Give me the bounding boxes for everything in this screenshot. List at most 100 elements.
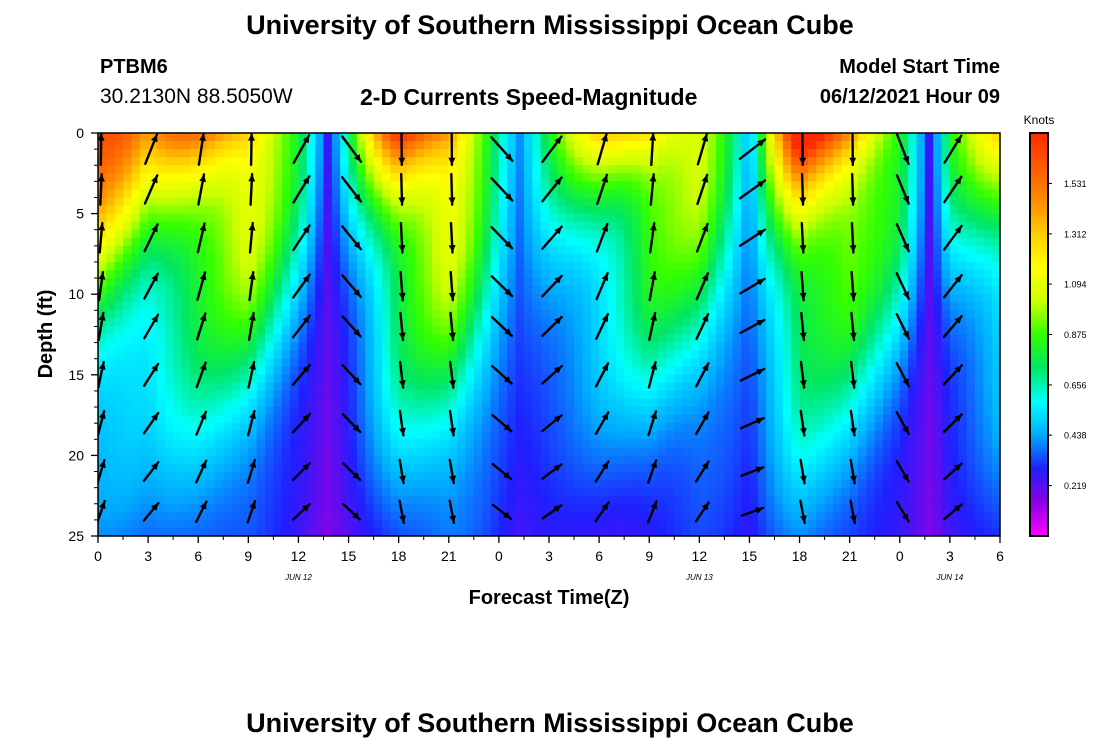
heatmap-cell [716,149,725,158]
heatmap-cell [615,221,625,231]
heatmap-cell [674,205,684,215]
heatmap-cell [432,326,442,336]
heatmap-cell [732,245,742,255]
heatmap-cell [582,302,592,311]
heatmap-cell [164,382,174,392]
heatmap-cell [231,407,241,416]
heatmap-cell [866,286,876,295]
heatmap-cell [189,149,199,158]
heatmap-cell [231,173,241,182]
heatmap-cell [640,479,650,489]
heatmap-cell [615,213,625,223]
heatmap-cell [557,286,567,295]
heatmap-cell [933,181,943,191]
heatmap-cell [674,358,684,368]
heatmap-cell [440,439,450,448]
heatmap-cell [415,189,425,199]
heatmap-cell [807,423,817,432]
heatmap-cell [540,350,550,360]
heatmap-cell [841,237,851,247]
heatmap-cell [966,157,976,166]
heatmap-cell [983,366,993,376]
heatmap-cell [239,270,249,279]
heatmap-cell [214,407,224,416]
heatmap-cell [181,366,191,376]
heatmap-cell [991,487,1000,497]
heatmap-cell [716,310,725,319]
heatmap-cell [331,253,341,263]
heatmap-cell [540,253,550,263]
heatmap-cell [941,253,951,263]
heatmap-cell [114,398,124,408]
heatmap-cell [841,294,851,303]
heatmap-cell [290,318,300,328]
heatmap-cell [106,423,116,432]
heatmap-cell [640,141,650,150]
heatmap-cell [265,447,274,456]
heatmap-cell [256,350,266,360]
heatmap-cell [841,398,851,408]
heatmap-cell [782,229,792,239]
heatmap-cell [607,415,617,424]
heatmap-cell [131,463,141,473]
heatmap-cell [298,205,308,215]
heatmap-cell [365,270,375,279]
heatmap-cell [699,157,709,166]
heatmap-cell [590,189,600,199]
heatmap-cell [365,342,375,352]
heatmap-cell [991,350,1000,360]
heatmap-cell [407,213,416,223]
heatmap-cell [331,358,341,368]
heatmap-cell [532,229,542,239]
heatmap-cell [515,382,525,392]
heatmap-cell [565,423,575,432]
heatmap-cell [98,342,107,352]
heatmap-cell [348,181,358,191]
heatmap-cell [624,165,634,174]
heatmap-cell [849,270,859,279]
heatmap-cell [557,237,567,247]
heatmap-cell [665,261,675,271]
heatmap-cell [816,318,826,328]
heatmap-cell [874,318,884,328]
heatmap-cell [599,213,609,223]
heatmap-cell [156,157,166,166]
heatmap-cell [590,141,600,150]
heatmap-cell [682,189,692,199]
heatmap-cell [98,334,107,344]
heatmap-cell [574,213,584,223]
heatmap-cell [440,471,450,481]
heatmap-cell [858,366,867,376]
heatmap-cell [649,197,659,207]
heatmap-cell [807,318,817,328]
heatmap-cell [766,374,776,384]
heatmap-cell [590,286,600,295]
heatmap-cell [557,326,567,336]
heatmap-cell [298,447,308,456]
heatmap-cell [365,205,375,215]
heatmap-cell [331,261,341,271]
heatmap-cell [540,455,550,465]
heatmap-cell [657,334,667,344]
heatmap-cell [356,189,366,199]
heatmap-cell [239,253,249,263]
heatmap-cell [373,221,383,231]
heatmap-cell [256,439,266,448]
heatmap-cell [924,253,934,263]
heatmap-cell [356,479,366,489]
heatmap-cell [223,149,233,158]
heatmap-cell [139,173,149,182]
heatmap-cell [883,270,893,279]
heatmap-cell [657,487,667,497]
heatmap-cell [407,302,416,311]
heatmap-cell [315,141,325,150]
heatmap-cell [741,463,751,473]
heatmap-cell [348,487,358,497]
heatmap-cell [590,374,600,384]
heatmap-cell [565,302,575,311]
heatmap-cell [649,439,659,448]
heatmap-cell [407,471,416,481]
heatmap-cell [432,149,442,158]
heatmap-cell [114,237,124,247]
heatmap-cell [916,374,926,384]
